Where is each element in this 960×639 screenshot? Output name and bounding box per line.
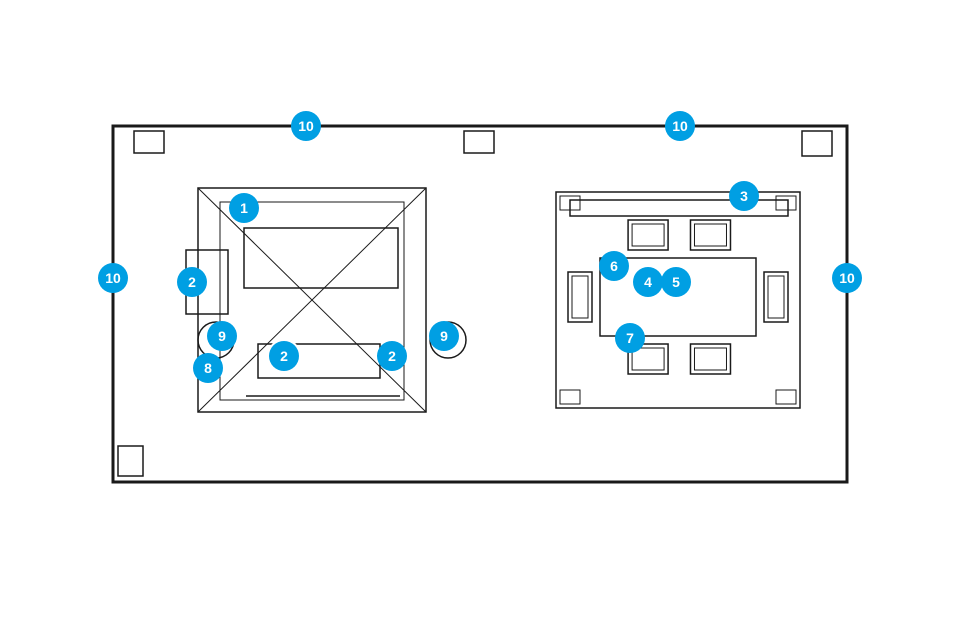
- marker-m10-top-l: 10: [291, 111, 321, 141]
- marker-label-m8: 8: [204, 360, 212, 376]
- room-tab-3: [118, 446, 143, 476]
- marker-label-m9-r: 9: [440, 328, 448, 344]
- marker-m10-right: 10: [832, 263, 862, 293]
- living-rug-inner: [220, 202, 404, 400]
- marker-label-m10-top-l: 10: [298, 118, 314, 134]
- floor-plan: 10101010122299836457: [0, 0, 960, 639]
- marker-m2-bl: 2: [267, 339, 301, 373]
- marker-m5: 5: [661, 267, 691, 297]
- marker-m2-l: 2: [177, 267, 207, 297]
- marker-label-m3: 3: [740, 188, 748, 204]
- dining-chair-top-0-seat: [632, 224, 664, 246]
- marker-label-m9-l: 9: [218, 328, 226, 344]
- dining-rug-tab-3: [776, 390, 796, 404]
- marker-m3: 3: [729, 181, 759, 211]
- marker-label-m10-right: 10: [839, 270, 855, 286]
- marker-label-m4: 4: [644, 274, 652, 290]
- marker-m2-br: 2: [377, 341, 407, 371]
- marker-m10-top-r: 10: [665, 111, 695, 141]
- dining-chair-right-seat: [768, 276, 784, 318]
- marker-label-m6: 6: [610, 258, 618, 274]
- marker-label-m2-bl: 2: [280, 348, 288, 364]
- marker-label-m2-l: 2: [188, 274, 196, 290]
- dining-rug-tab-2: [560, 390, 580, 404]
- marker-label-m10-left: 10: [105, 270, 121, 286]
- marker-m9-l: 9: [207, 321, 237, 351]
- room-tab-2: [802, 131, 832, 156]
- marker-label-m2-br: 2: [388, 348, 396, 364]
- dining-rug-tab-1: [776, 196, 796, 210]
- marker-m7: 7: [615, 323, 645, 353]
- marker-m1: 1: [229, 193, 259, 223]
- room-tab-0: [134, 131, 164, 153]
- marker-m8: 8: [193, 353, 223, 383]
- room-tab-1: [464, 131, 494, 153]
- marker-m4: 4: [631, 265, 665, 299]
- marker-label-m7: 7: [626, 330, 634, 346]
- room-outline: [113, 126, 847, 482]
- dining-chair-bottom-1-seat: [694, 348, 726, 370]
- marker-label-m5: 5: [672, 274, 680, 290]
- marker-label-m1: 1: [240, 200, 248, 216]
- sofa: [244, 228, 398, 288]
- marker-label-m10-top-r: 10: [672, 118, 688, 134]
- marker-m10-left: 10: [98, 263, 128, 293]
- dining-chair-top-1-seat: [694, 224, 726, 246]
- marker-m6: 6: [599, 251, 629, 281]
- dining-chair-left-seat: [572, 276, 588, 318]
- marker-m9-r: 9: [429, 321, 459, 351]
